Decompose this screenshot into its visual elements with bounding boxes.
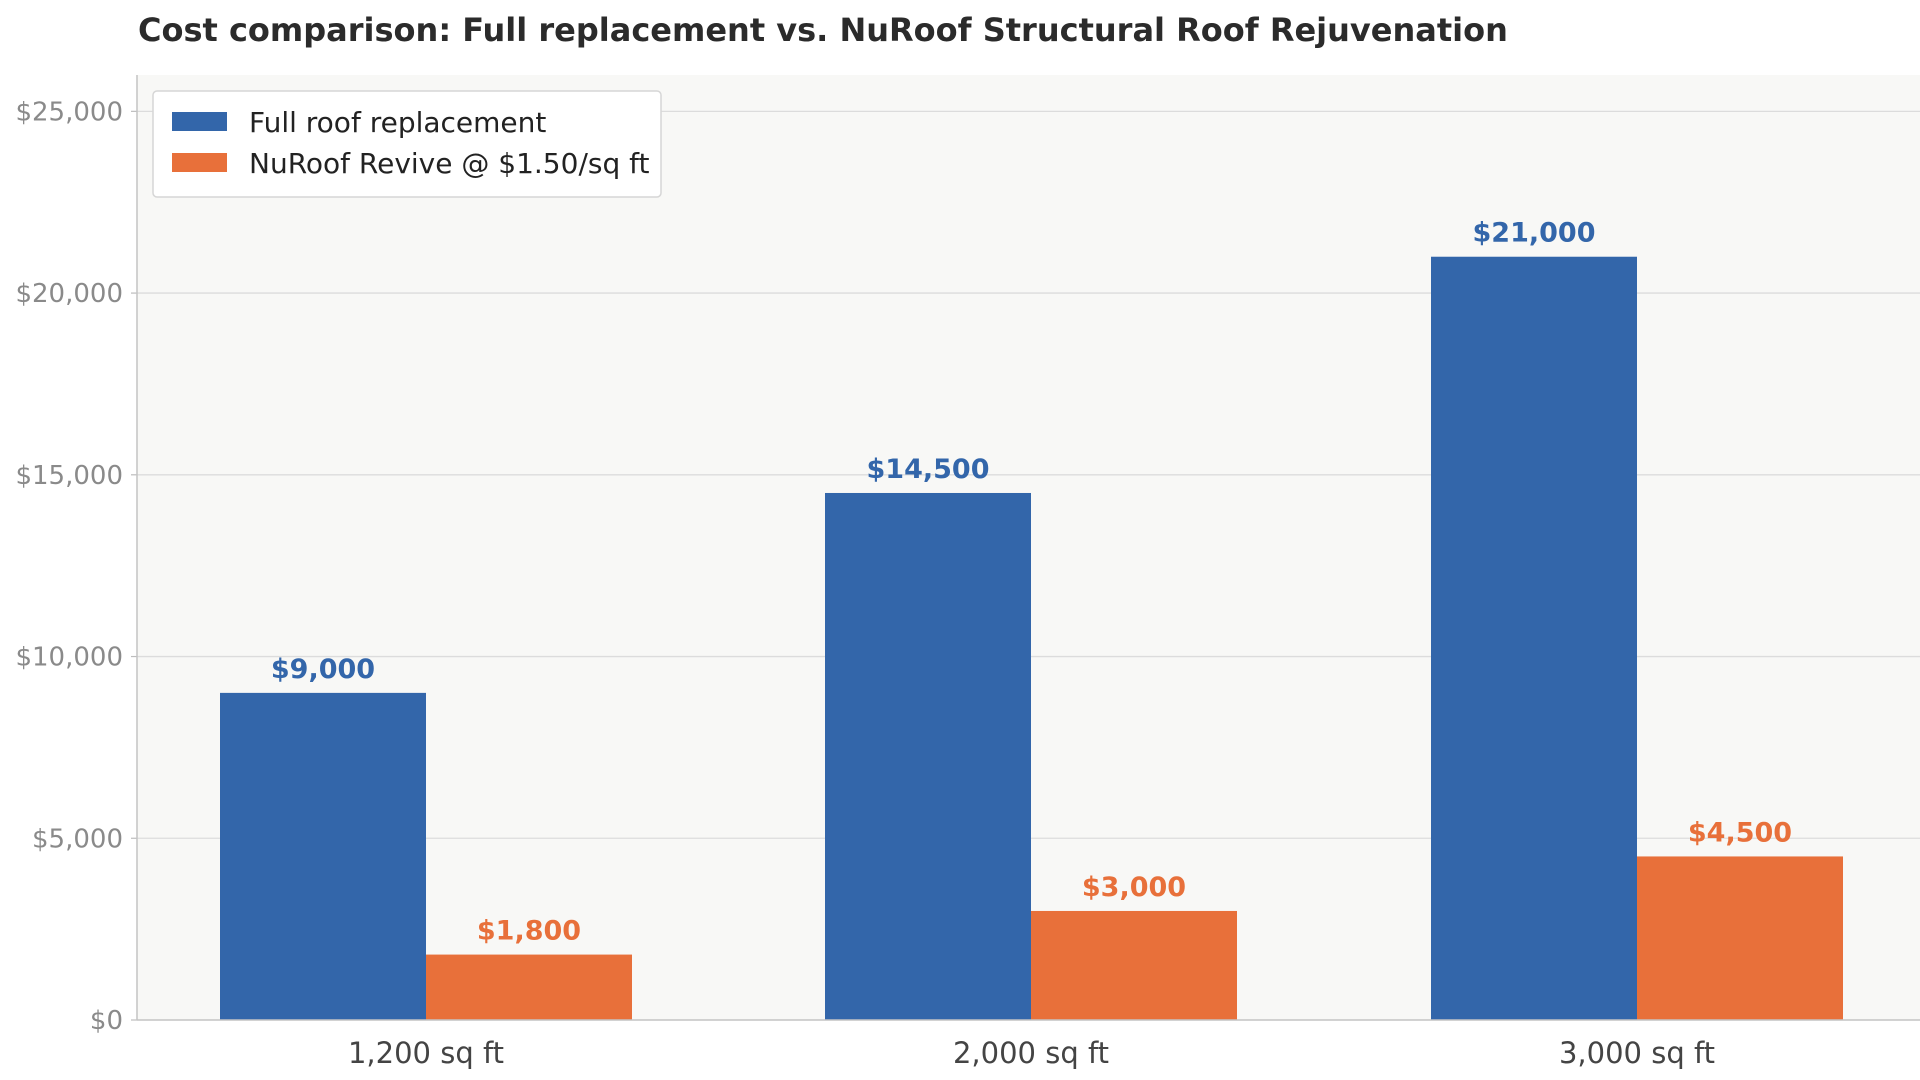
legend-label-full-replacement: Full roof replacement [249,106,546,139]
x-tick-label: 1,200 sq ft [348,1036,504,1070]
bar-nuroof-revive [426,954,632,1020]
x-tick-label: 2,000 sq ft [953,1036,1109,1070]
data-label-nuroof-revive: $4,500 [1688,817,1792,848]
legend-swatch-nuroof-revive [172,153,227,172]
legend: Full roof replacement NuRoof Revive @ $1… [152,90,662,198]
data-label-full-replacement: $21,000 [1473,218,1596,249]
data-label-full-replacement: $14,500 [867,454,990,485]
data-label-nuroof-revive: $1,800 [477,916,581,947]
legend-box [152,90,662,198]
y-tick-label: $0 [90,1006,123,1036]
data-label-full-replacement: $9,000 [271,654,375,685]
x-axis-ticks: 1,200 sq ft 2,000 sq ft 3,000 sq ft [348,1036,1715,1070]
data-labels: $9,000 $14,500 $21,000 $1,800 $3,000 $4,500 [271,218,1792,947]
legend-swatch-full-replacement [172,112,227,131]
y-axis-ticks: $0 $5,000 $10,000 $15,000 $20,000 $25,000 [15,97,137,1036]
bar-nuroof-revive [1031,910,1237,1020]
bar-full-replacement [1431,256,1637,1020]
bars [220,256,1843,1020]
chart-title: Cost comparison: Full replacement vs. Nu… [138,11,1508,49]
bar-nuroof-revive [1637,856,1843,1020]
y-tick-label: $25,000 [15,97,123,127]
legend-label-nuroof-revive: NuRoof Revive @ $1.50/sq ft [249,147,649,180]
y-tick-label: $20,000 [15,279,123,309]
y-tick-label: $15,000 [15,461,123,491]
y-tick-label: $5,000 [32,824,123,854]
bar-full-replacement [825,492,1031,1020]
bar-full-replacement [220,692,426,1020]
x-tick-label: 3,000 sq ft [1559,1036,1715,1070]
y-tick-label: $10,000 [15,643,123,673]
data-label-nuroof-revive: $3,000 [1082,872,1186,903]
